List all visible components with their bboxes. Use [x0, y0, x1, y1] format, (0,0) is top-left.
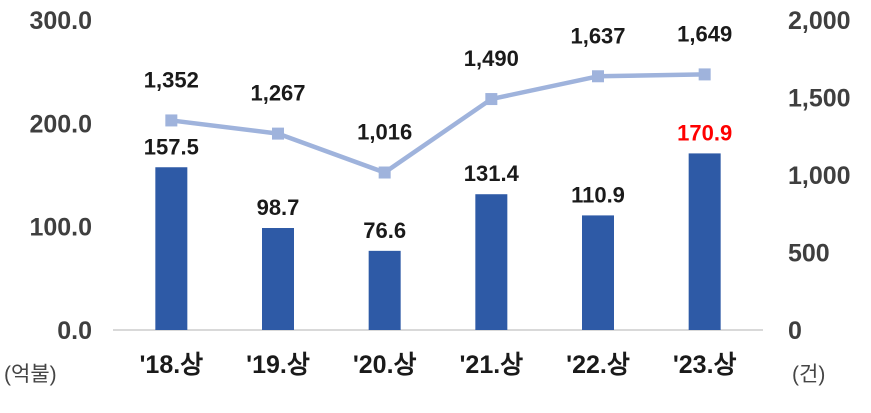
- line-marker: [378, 166, 391, 179]
- line-marker: [698, 68, 711, 81]
- right-axis-tick: 1,500: [788, 85, 851, 113]
- bar: [475, 194, 508, 330]
- right-axis-unit-label: (건): [792, 363, 826, 386]
- category-label: '18.상: [139, 351, 203, 379]
- line-marker: [165, 114, 178, 127]
- category-label: '20.상: [353, 351, 417, 379]
- line-value-label: 1,352: [144, 67, 199, 92]
- line-marker: [592, 70, 604, 83]
- left-axis-tick: 100.0: [29, 214, 92, 242]
- right-axis-tick: 500: [788, 240, 830, 268]
- line-marker: [485, 93, 498, 106]
- bar-value-label: 157.5: [144, 134, 199, 159]
- category-label: '21.상: [459, 351, 523, 379]
- left-axis-tick: 300.0: [29, 7, 92, 35]
- bar-value-label: 76.6: [363, 218, 406, 243]
- line-value-label: 1,267: [250, 81, 305, 106]
- category-label: '23.상: [673, 351, 737, 379]
- left-axis-unit-label: (억불): [4, 363, 57, 386]
- left-axis-tick: 0.0: [57, 317, 92, 345]
- bar-value-label: 131.4: [464, 161, 520, 186]
- bar-value-label: 170.9: [677, 120, 732, 145]
- bar: [368, 250, 401, 330]
- line-value-label: 1,016: [357, 120, 412, 145]
- bar: [688, 153, 721, 330]
- line-marker: [272, 127, 284, 140]
- bar: [155, 167, 188, 330]
- bar: [582, 215, 614, 330]
- category-label: '19.상: [246, 351, 310, 379]
- right-axis-tick: 2,000: [788, 7, 851, 35]
- right-axis-tick: 0: [788, 317, 802, 345]
- line-value-label: 1,637: [570, 23, 625, 48]
- category-label: '22.상: [566, 351, 630, 379]
- bar-value-label: 98.7: [257, 195, 300, 220]
- left-axis-tick: 200.0: [29, 110, 92, 138]
- bar: [262, 228, 294, 330]
- line-series: [169, 72, 707, 175]
- line-value-label: 1,490: [464, 46, 519, 71]
- right-axis-tick: 1,000: [788, 162, 851, 190]
- line-value-label: 1,649: [677, 21, 732, 46]
- bar-value-label: 110.9: [571, 182, 625, 207]
